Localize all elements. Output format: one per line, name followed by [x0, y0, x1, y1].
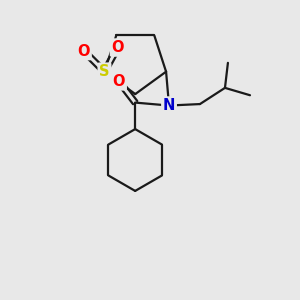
Text: O: O [78, 44, 90, 59]
Text: O: O [112, 40, 124, 55]
Text: O: O [113, 74, 125, 89]
Text: N: N [163, 98, 175, 113]
Text: S: S [99, 64, 110, 79]
